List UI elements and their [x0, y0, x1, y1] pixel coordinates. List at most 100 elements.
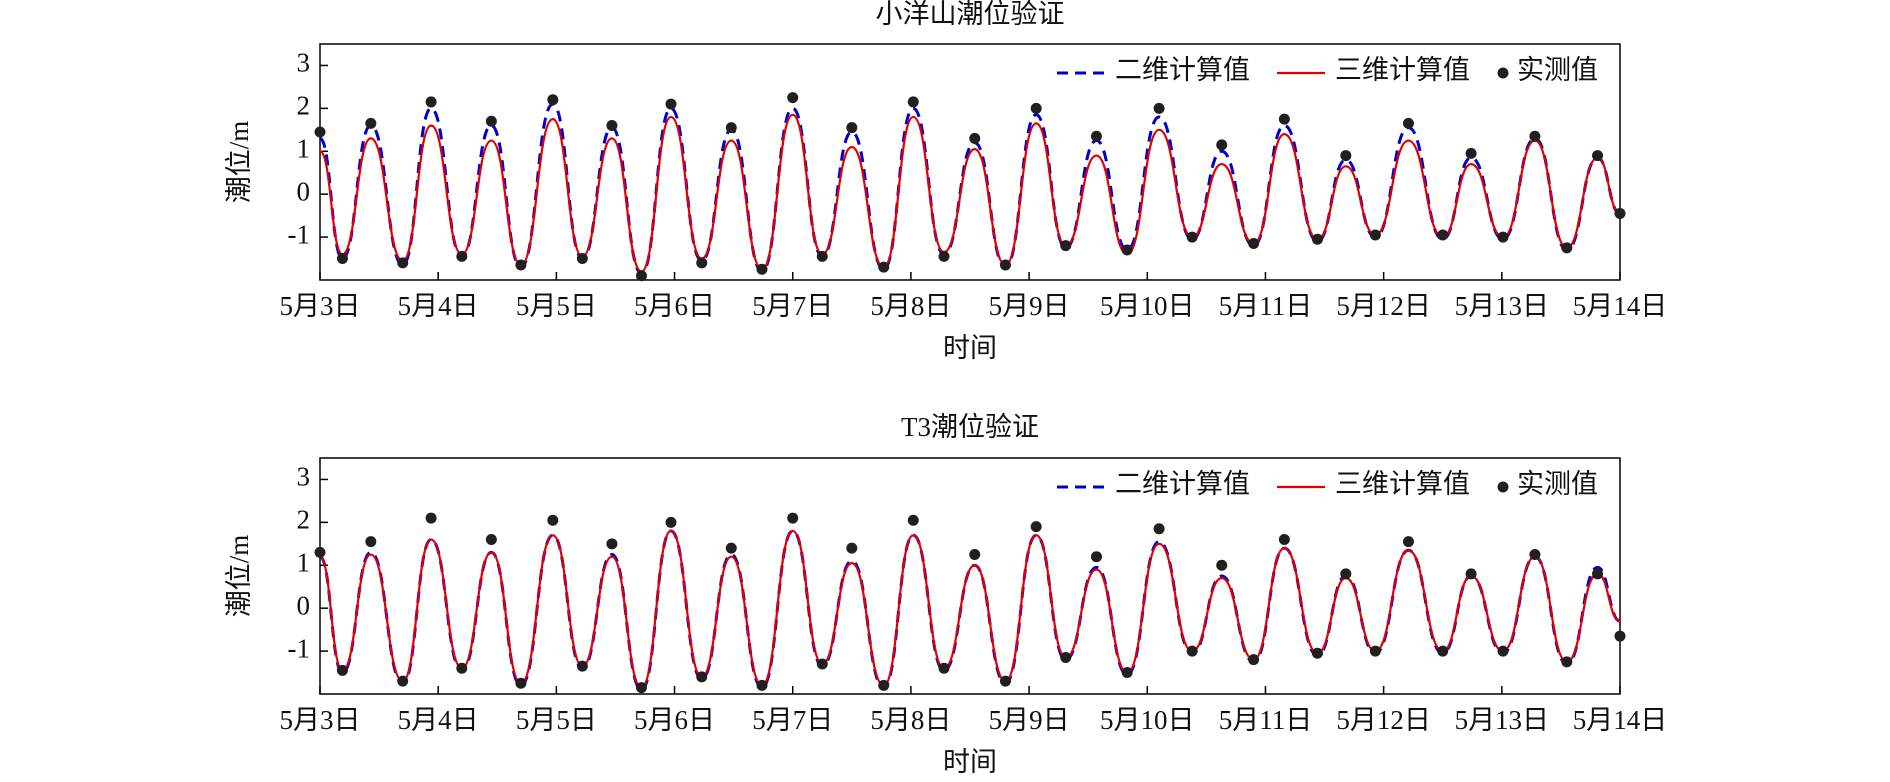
observed-point [456, 250, 468, 262]
observed-point [547, 514, 559, 526]
observed-point [1153, 523, 1165, 535]
observed-point [938, 250, 950, 262]
x-tick-label: 5月13日 [1455, 291, 1550, 321]
legend-marker [1497, 481, 1509, 493]
y-tick-label: 0 [297, 176, 311, 206]
observed-point [1090, 130, 1102, 142]
x-tick-label: 5月6日 [634, 291, 715, 321]
observed-point [725, 122, 737, 134]
x-tick-label: 5月5日 [516, 705, 597, 735]
observed-point [425, 512, 437, 524]
y-tick-label: -1 [288, 633, 311, 663]
observed-point [485, 115, 497, 127]
observed-point [1248, 238, 1260, 250]
observed-point [1561, 656, 1573, 668]
observed-point [969, 549, 981, 561]
x-tick-label: 5月3日 [280, 705, 361, 735]
observed-point [1248, 654, 1260, 666]
observed-point [816, 250, 828, 262]
observed-point [1465, 147, 1477, 159]
observed-point [336, 664, 348, 676]
observed-point [1402, 117, 1414, 129]
observed-point [1278, 534, 1290, 546]
observed-point [1497, 645, 1509, 657]
observed-point [1592, 150, 1604, 162]
observed-point [787, 92, 799, 104]
observed-point [1340, 568, 1352, 580]
legend-marker [1497, 67, 1509, 79]
x-tick-label: 5月5日 [516, 291, 597, 321]
observed-point [314, 126, 326, 138]
y-axis-label: 潮位/m [224, 535, 254, 618]
observed-point [635, 682, 647, 694]
observed-point [756, 679, 768, 691]
observed-point [1614, 630, 1626, 642]
observed-point [696, 257, 708, 269]
x-tick-label: 5月6日 [634, 705, 715, 735]
observed-point [999, 259, 1011, 271]
observed-point [1060, 240, 1072, 252]
observed-point [397, 257, 409, 269]
observed-point [515, 677, 527, 689]
observed-point [336, 253, 348, 265]
observed-point [907, 96, 919, 108]
observed-point [365, 117, 377, 129]
observed-point [878, 679, 890, 691]
x-tick-label: 5月10日 [1100, 705, 1195, 735]
y-tick-label: -1 [288, 219, 311, 249]
observed-point [1216, 139, 1228, 151]
observed-point [1311, 647, 1323, 659]
observed-point [1278, 113, 1290, 125]
observed-point [1369, 645, 1381, 657]
legend-label: 实测值 [1517, 55, 1598, 85]
observed-point [846, 542, 858, 554]
observed-point [938, 662, 950, 674]
observed-point [1153, 102, 1165, 114]
observed-point [1216, 559, 1228, 571]
observed-point [1529, 130, 1541, 142]
x-tick-label: 5月13日 [1455, 705, 1550, 735]
x-tick-label: 5月11日 [1219, 705, 1313, 735]
x-tick-label: 5月11日 [1219, 291, 1313, 321]
x-tick-label: 5月9日 [989, 291, 1070, 321]
x-tick-label: 5月9日 [989, 705, 1070, 735]
x-tick-label: 5月4日 [398, 705, 479, 735]
observed-point [606, 120, 618, 132]
observed-point [665, 98, 677, 110]
x-tick-label: 5月7日 [752, 705, 833, 735]
observed-point [846, 122, 858, 134]
x-tick-label: 5月12日 [1336, 705, 1431, 735]
plot-frame [319, 43, 1621, 281]
observed-point [314, 546, 326, 558]
observed-point [1060, 652, 1072, 664]
observed-point [1030, 521, 1042, 533]
observed-point [1497, 231, 1509, 243]
observed-point [485, 534, 497, 546]
observed-point [365, 536, 377, 548]
observed-point [696, 671, 708, 683]
x-tick-label: 5月8日 [870, 291, 951, 321]
observed-point [1340, 150, 1352, 162]
y-tick-label: 2 [297, 505, 311, 535]
observed-point [756, 263, 768, 275]
observed-point [1369, 229, 1381, 241]
observed-point [1561, 242, 1573, 254]
observed-point [787, 512, 799, 524]
observed-point [1311, 233, 1323, 245]
observed-point [635, 270, 647, 282]
y-tick-label: 1 [297, 547, 311, 577]
observed-point [1529, 549, 1541, 561]
y-tick-label: 2 [297, 91, 311, 121]
observed-point [576, 253, 588, 265]
observed-point [397, 675, 409, 687]
observed-point [1030, 102, 1042, 114]
x-tick-label: 5月10日 [1100, 291, 1195, 321]
observed-point [1402, 536, 1414, 548]
plot-frame [319, 457, 1621, 695]
observed-point [816, 658, 828, 670]
observed-point [425, 96, 437, 108]
x-tick-label: 5月8日 [870, 705, 951, 735]
x-tick-label: 5月14日 [1573, 291, 1668, 321]
observed-point [1121, 667, 1133, 679]
y-tick-label: 3 [297, 462, 311, 492]
